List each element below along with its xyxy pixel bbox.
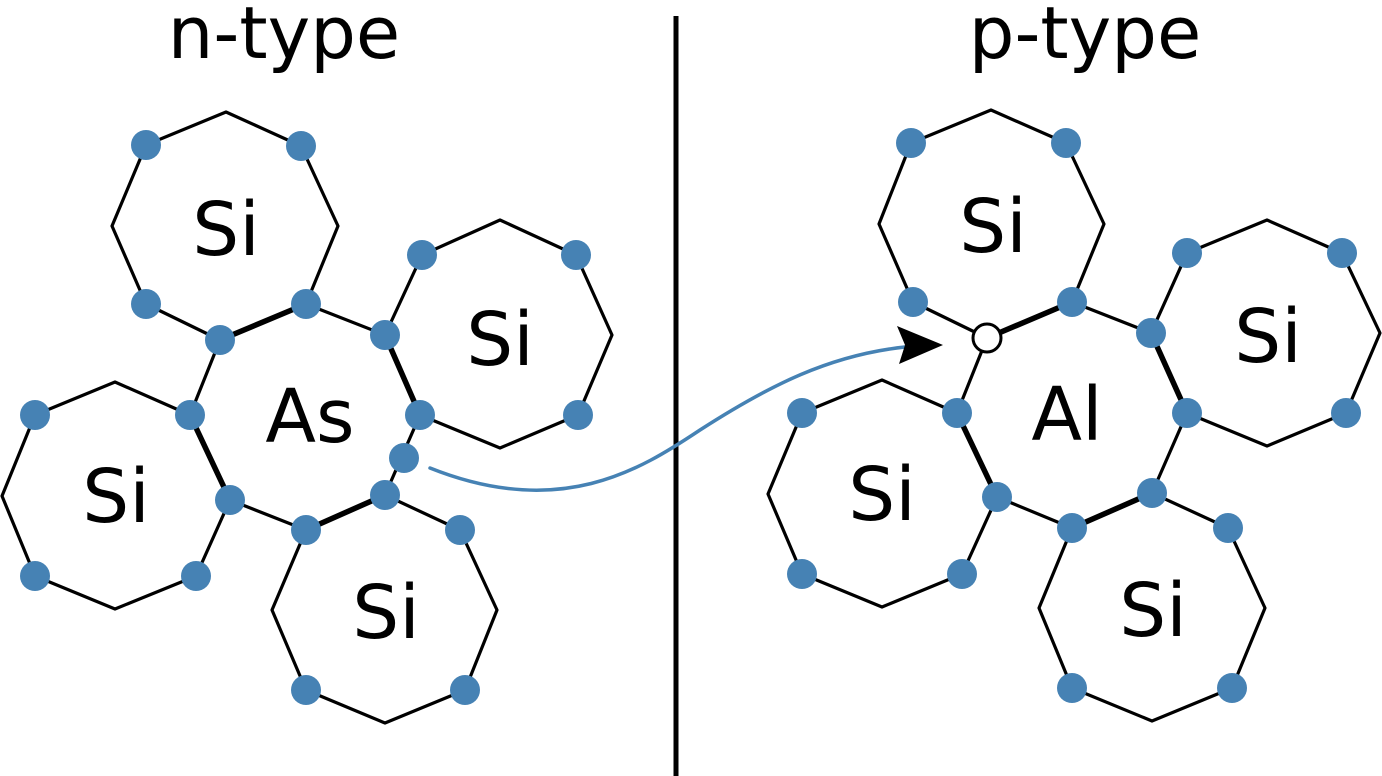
si-label-right: Si xyxy=(1234,294,1302,380)
electron-dot xyxy=(370,480,400,510)
electron-dot xyxy=(450,675,480,705)
si-label-bottom: Si xyxy=(1119,568,1187,654)
electron-dot xyxy=(1057,513,1087,543)
electron-dot xyxy=(405,400,435,430)
si-label-right: Si xyxy=(466,297,534,383)
electron-dot xyxy=(1331,398,1361,428)
n-type-electrons xyxy=(20,130,593,705)
electron-dot xyxy=(1172,238,1202,268)
electron-transfer-arrow xyxy=(428,345,907,492)
electron-dot xyxy=(181,561,211,591)
p-type-panel: p-type Si Si Si Si Al xyxy=(766,0,1382,723)
electron-dot xyxy=(1057,673,1087,703)
dopant-label-as: As xyxy=(265,374,354,460)
electron-dot xyxy=(370,320,400,350)
electron-dot xyxy=(131,289,161,319)
electron-dot xyxy=(1217,673,1247,703)
electron-dot xyxy=(898,287,928,317)
electron-dot xyxy=(1327,238,1357,268)
electron-dot xyxy=(561,240,591,270)
covalent-bond xyxy=(217,301,309,343)
p-type-electrons xyxy=(787,128,1361,703)
electron-dot xyxy=(787,398,817,428)
electron-dot xyxy=(787,559,817,589)
hole-icon xyxy=(971,322,1003,354)
electron-dot xyxy=(1137,478,1167,508)
n-type-panel: n-type Si Si Si Si As xyxy=(0,0,614,725)
covalent-bond xyxy=(954,410,1000,500)
dopant-label-al: Al xyxy=(1031,372,1102,458)
electron-dot xyxy=(20,400,50,430)
electron-dot xyxy=(1172,398,1202,428)
n-type-title: n-type xyxy=(168,0,400,75)
electron-dot xyxy=(291,515,321,545)
arrowhead-icon xyxy=(897,326,943,364)
si-label-left: Si xyxy=(82,454,150,540)
electron-dot xyxy=(215,485,245,515)
electron-dot xyxy=(942,398,972,428)
electron-dot xyxy=(131,130,161,160)
electron-dot xyxy=(205,325,235,355)
electron-dot xyxy=(20,561,50,591)
electron-dot xyxy=(286,131,316,161)
si-label-top: Si xyxy=(192,187,260,273)
electron-dot xyxy=(1213,513,1243,543)
electron-dot xyxy=(1057,287,1087,317)
electron-dot xyxy=(175,400,205,430)
si-label-top: Si xyxy=(959,184,1027,270)
si-label-left: Si xyxy=(848,452,916,538)
electron-dot xyxy=(896,128,926,158)
electron-dot xyxy=(563,400,593,430)
electron-dot xyxy=(1051,128,1081,158)
electron-dot xyxy=(947,559,977,589)
si-label-bottom: Si xyxy=(352,570,420,656)
electron-dot xyxy=(982,482,1012,512)
electron-dot xyxy=(291,675,321,705)
covalent-bond xyxy=(187,412,233,503)
p-type-title: p-type xyxy=(969,0,1202,75)
electron-dot xyxy=(291,289,321,319)
electron-dot xyxy=(407,240,437,270)
electron-dot xyxy=(445,515,475,545)
extra-electron xyxy=(389,443,419,473)
electron-dot xyxy=(1136,318,1166,348)
